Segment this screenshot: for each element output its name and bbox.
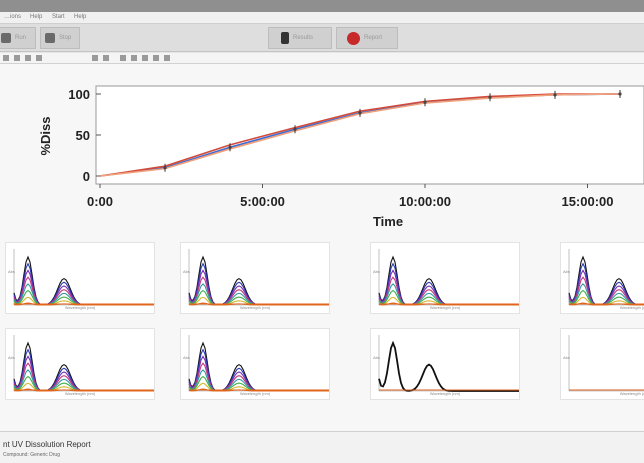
run-button[interactable]: Run (0, 27, 36, 49)
arrow-icon[interactable] (36, 55, 42, 61)
x-tick-label: 15:00:00 (561, 194, 613, 209)
spectrum-trace (568, 302, 644, 306)
menu-bar: …ions Help Start Help (0, 12, 644, 24)
spectrum-x-label: Wavelength (nm) (619, 305, 644, 310)
spectrum-x-label: Wavelength (nm) (429, 305, 461, 310)
dissolution-chart: 0 50 100 0:00 5:00:00 10:00:00 15:00:00 %Diss… (38, 85, 644, 229)
spectrum-x-label: Wavelength (nm) (239, 391, 271, 396)
doc-icon (45, 33, 55, 43)
spectrum-trace (13, 302, 154, 306)
export-icon[interactable] (153, 55, 159, 61)
stop-button[interactable]: Report (336, 27, 398, 49)
spectrum-y-label: Abs (8, 355, 15, 360)
results-button[interactable]: Results (268, 27, 332, 49)
x-tick-label: 0:00 (87, 194, 113, 209)
spectrum-trace (378, 340, 519, 392)
data-point (618, 92, 622, 96)
spectrum-y-label: Abs (8, 269, 15, 274)
spectrum-plot (13, 335, 154, 392)
report-footer: nt UV Dissolution Report Compound: Gener… (0, 431, 644, 463)
y-tick-label: 0 (83, 169, 90, 184)
spectrum-y-label: Abs (183, 269, 190, 274)
stop-icon (347, 31, 360, 45)
x-tick-label: 10:00:00 (399, 194, 451, 209)
grid-icon[interactable] (131, 55, 137, 61)
spectrum-plot (13, 249, 154, 306)
title-bar (0, 0, 644, 12)
spectrum-y-label: Abs (563, 355, 570, 360)
spectrum-y-label: Abs (563, 269, 570, 274)
spectrum-x-label: Wavelength (nm) (64, 391, 96, 396)
stop-small-button[interactable]: Stop (40, 27, 80, 49)
traffic-light-icon (281, 32, 289, 44)
spectrum-plot (568, 249, 644, 306)
spectrum-trace (13, 388, 154, 392)
spectrum-y-label: Abs (373, 269, 380, 274)
chart-icon[interactable] (142, 55, 148, 61)
spectrum-panel: Wavelength (nm) Abs (5, 328, 155, 400)
report-title: nt UV Dissolution Report (3, 440, 91, 449)
spectrum-panel: Wavelength (nm) Abs (180, 328, 330, 400)
print-icon[interactable] (164, 55, 170, 61)
spectrum-trace (188, 302, 329, 306)
spectrum-plot (568, 335, 644, 392)
spectrum-panel: Wavelength (nm) Abs (560, 242, 644, 314)
spectrum-panel: Wavelength (nm) Abs (370, 328, 520, 400)
spectrum-y-label: Abs (373, 355, 380, 360)
data-point (293, 127, 297, 131)
spectrum-panel: Wavelength (nm) Abs (370, 242, 520, 314)
spectrum-plot (378, 249, 519, 306)
data-point (423, 100, 427, 104)
results-label: Results (293, 35, 314, 41)
pen-icon[interactable] (14, 55, 20, 61)
spectrum-plot (188, 335, 329, 392)
spectrum-y-label: Abs (183, 355, 190, 360)
data-point (553, 93, 557, 97)
report-subtitle: Compound: Generic Drug (3, 452, 60, 458)
data-point (488, 95, 492, 99)
data-point (358, 111, 362, 115)
spectrum-panel: Wavelength (nm) Abs (560, 328, 644, 400)
run-label: Run (15, 35, 27, 41)
spectrum-x-label: Wavelength (nm) (239, 305, 271, 310)
menu-item-2[interactable]: Start (52, 14, 65, 20)
spectrum-x-label: Wavelength (nm) (619, 391, 644, 396)
zoom-icon[interactable] (120, 55, 126, 61)
x-axis-label: Time (373, 214, 403, 229)
spectrum-trace (188, 388, 329, 392)
spectrum-x-label: Wavelength (nm) (64, 305, 96, 310)
y-axis-label: %Diss (38, 116, 53, 155)
crosshair-icon[interactable] (25, 55, 31, 61)
format-icon[interactable] (103, 55, 109, 61)
y-tick-label: 50 (76, 128, 90, 143)
run-icon (1, 33, 11, 43)
spectrum-x-label: Wavelength (nm) (429, 391, 461, 396)
spectrum-trace (378, 302, 519, 306)
text-icon[interactable] (92, 55, 98, 61)
menu-item-0[interactable]: …ions (4, 14, 22, 20)
drawing-tools-bar (0, 53, 644, 64)
plot-area (95, 85, 644, 185)
menu-item-1[interactable]: Help (30, 14, 43, 20)
menu-item-3[interactable]: Help (74, 14, 87, 20)
spectrum-plot (188, 249, 329, 306)
stop-small-label: Stop (59, 35, 72, 41)
x-tick-label: 5:00:00 (240, 194, 285, 209)
spectrum-plot (378, 335, 519, 392)
data-point (228, 145, 232, 149)
spectrum-panel: Wavelength (nm) Abs (5, 242, 155, 314)
spectrum-panel: Wavelength (nm) Abs (180, 242, 330, 314)
stop-label: Report (364, 35, 383, 41)
toolbar: Run Stop Results Report (0, 24, 644, 52)
data-point (163, 166, 167, 170)
y-tick-label: 100 (68, 87, 90, 102)
report-canvas: 0 50 100 0:00 5:00:00 10:00:00 15:00:00 %Diss… (0, 64, 644, 431)
pointer-icon[interactable] (3, 55, 9, 61)
